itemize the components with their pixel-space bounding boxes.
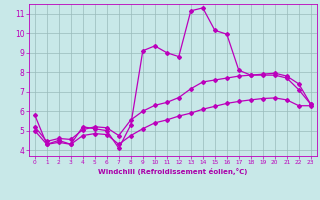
X-axis label: Windchill (Refroidissement éolien,°C): Windchill (Refroidissement éolien,°C) xyxy=(98,168,247,175)
